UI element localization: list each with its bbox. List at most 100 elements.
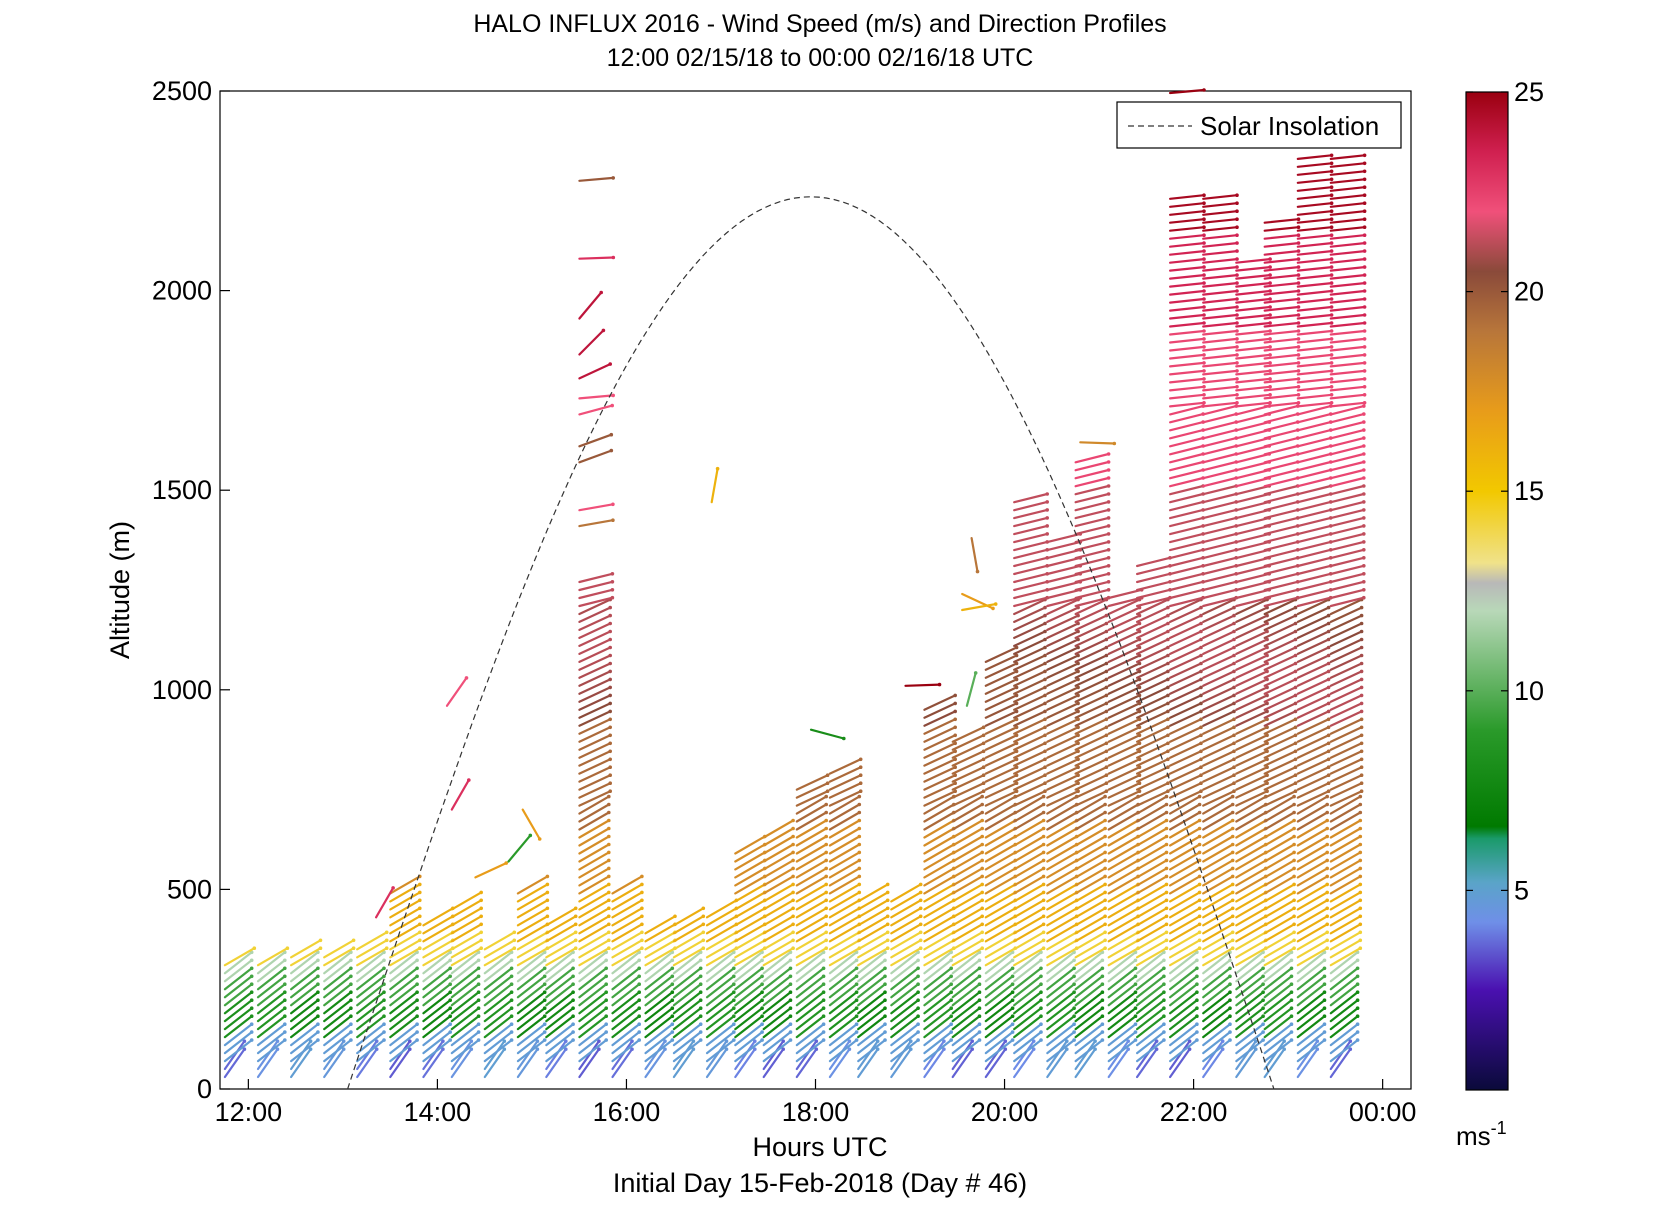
wind-vector [857,999,887,1023]
wind-vector [923,694,957,711]
wind-vector [1263,790,1297,807]
wind-vector-tip [760,998,764,1002]
wind-vector [828,875,861,895]
wind-vector-tip [1235,305,1239,309]
wind-vector-tip [949,1038,953,1042]
wind-vector-tip [1045,492,1049,496]
wind-vector [984,742,1018,759]
wind-vector-tip [883,958,887,963]
wind-vector-tip [283,958,287,963]
wind-vector [762,891,795,911]
wind-vector [890,991,920,1015]
wind-vector [951,867,984,887]
wind-vector-tip [724,1039,729,1043]
wind-vector-tip [249,1030,254,1034]
wind-vector-tip [977,1038,982,1042]
wind-vector [578,404,614,416]
wind-vector [450,983,480,1007]
wind-vector [672,951,702,975]
wind-vector [857,1040,879,1071]
wind-vector [1046,734,1080,751]
wind-vector [1296,385,1333,392]
wind-vector-tip [448,990,453,994]
wind-vector [1168,540,1205,552]
wind-vector [1296,345,1333,352]
wind-vector [672,1015,702,1039]
x-tick-label: 22:00 [1160,1097,1228,1127]
wind-vector [734,983,764,1007]
wind-vector-tip [788,990,793,994]
wind-vector [1296,258,1333,264]
wind-vector [984,991,1014,1015]
wind-vector [323,1048,345,1079]
wind-vector [578,580,614,592]
wind-vector [1107,654,1141,671]
wind-vector [1296,548,1332,560]
wind-vector [1074,638,1108,656]
wind-vector-tip [732,974,736,979]
wind-vector-tip [611,176,615,180]
wind-vector-tip [1137,773,1142,777]
wind-vector [923,1048,946,1079]
wind-vector-tip [1348,1047,1353,1051]
wind-vector [1074,630,1108,648]
wind-vector-tip [980,890,984,895]
wind-vector-tip [1359,677,1364,682]
wind-vector-tip [607,938,611,943]
wind-vector-tip [1072,1038,1076,1042]
wind-vector [1296,811,1329,831]
wind-vector-tip [1326,677,1331,682]
wind-vector [705,951,735,975]
wind-vector [1235,819,1267,839]
wind-vector [1168,883,1201,903]
wind-vector [323,967,352,991]
wind-vector-tip [1166,629,1170,634]
wind-vector [762,819,795,839]
wind-vector [1013,622,1047,640]
wind-vector [1329,646,1363,664]
wind-vector [1202,492,1238,504]
wind-vector-tip [1043,685,1047,690]
wind-vector [1235,967,1265,991]
wind-vector [857,931,889,951]
wind-vector [1168,377,1206,384]
wind-vector-tip [1358,882,1363,887]
wind-vector [1013,750,1047,767]
wind-vector-tip [448,982,453,986]
wind-vector [1263,947,1296,967]
wind-vector-tip [608,733,612,738]
wind-vector [1296,843,1329,863]
wind-vector-tip [608,669,612,674]
wind-vector-tip [885,890,890,895]
wind-vector [1046,915,1078,935]
wind-vector-tip [788,974,793,979]
wind-vector-tip [1197,898,1202,903]
wind-vector [223,967,253,991]
wind-vector [1296,1015,1326,1039]
wind-vector [705,899,738,919]
wind-vector [1074,500,1110,512]
wind-vector-tip [640,930,644,935]
wind-vector [1202,194,1239,200]
wind-vector [1074,835,1107,855]
wind-vector-tip [1014,669,1019,674]
wind-vector-tip [607,826,611,831]
wind-vector-tip [415,1006,419,1010]
wind-vector [1074,891,1107,911]
wind-vector [705,915,738,935]
wind-vector [422,907,454,927]
wind-vector-tip [854,1006,859,1010]
wind-vector [1296,766,1330,783]
wind-vector-tip [980,930,984,935]
wind-vector [857,975,887,999]
wind-vector [1235,694,1269,711]
wind-vector-tip [1137,749,1142,754]
wind-vector [970,536,979,573]
wind-vector-tip [1106,588,1111,592]
wind-vector [1329,795,1362,815]
wind-vector [1329,588,1365,600]
wind-vector-tip [1014,789,1019,793]
wind-vector [1263,345,1300,352]
wind-vector [1296,883,1329,903]
wind-vector [1329,385,1366,392]
